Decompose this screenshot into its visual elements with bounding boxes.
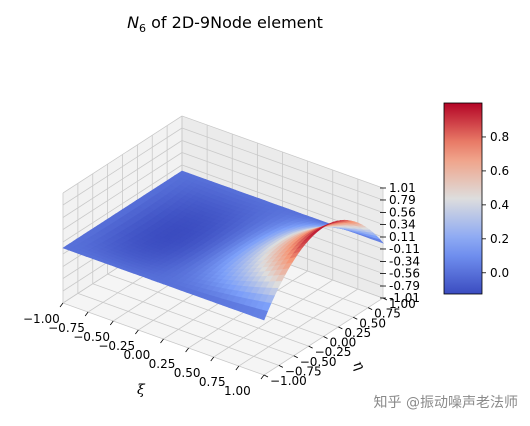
y-tick-mark xyxy=(308,345,313,349)
colorbar-tick-label: 0.8 xyxy=(490,130,509,144)
y-tick-mark xyxy=(353,316,358,320)
x-tick-mark xyxy=(210,356,215,362)
y-tick-label: −0.75 xyxy=(285,364,322,378)
z-tick-label: 0.34 xyxy=(389,217,416,231)
grid-line xyxy=(181,115,384,189)
x-tick-mark xyxy=(185,347,189,353)
colorbar-gradient xyxy=(443,102,483,295)
grid-line xyxy=(62,152,183,230)
x-tick-label: −0.75 xyxy=(48,321,85,335)
z-tick-label: 0.56 xyxy=(389,206,416,220)
surface-plot xyxy=(62,170,384,321)
y-tick-mark xyxy=(293,355,298,359)
y-tick-label: 0.00 xyxy=(330,336,357,350)
y-tick-mark xyxy=(367,307,373,310)
grid-line xyxy=(62,164,183,243)
y-tick-label: −0.25 xyxy=(315,345,352,359)
colorbar-tick-label: 0.0 xyxy=(490,266,509,280)
x-tick-label: 0.50 xyxy=(174,366,201,380)
y-tick-label: −1.00 xyxy=(270,374,307,388)
z-tick-label: -0.11 xyxy=(389,242,420,256)
grid-line xyxy=(181,140,384,213)
colorbar-tick-label: 0.6 xyxy=(490,164,509,178)
y-tick-mark xyxy=(278,365,284,368)
z-tick-label: -0.56 xyxy=(389,266,420,280)
z-tick-label: 0.79 xyxy=(389,193,416,207)
grid-line xyxy=(181,152,384,225)
x-tick-mark xyxy=(59,302,64,308)
y-tick-mark xyxy=(263,374,269,378)
z-tick-label: -0.34 xyxy=(389,255,420,269)
grid-line xyxy=(62,127,183,206)
z-tick-label: 1.01 xyxy=(389,181,416,195)
grid-line xyxy=(238,288,359,367)
grid-line xyxy=(62,140,183,218)
grid-line xyxy=(62,115,183,194)
y-tick-label: 0.25 xyxy=(344,326,371,340)
x-tick-label: 1.00 xyxy=(224,384,251,398)
y-tick-label: 0.50 xyxy=(359,316,386,330)
y-axis-label: η xyxy=(350,358,368,374)
z-tick-label: -1.01 xyxy=(389,291,420,305)
y-tick-label: 0.75 xyxy=(374,307,401,321)
x-tick-label: −1.00 xyxy=(23,312,60,326)
colorbar-tick-label: 0.4 xyxy=(490,198,509,212)
surface-patch xyxy=(257,309,268,321)
colorbar-tick-label: 0.2 xyxy=(490,232,509,246)
x-tick-label: 0.00 xyxy=(124,348,151,362)
y-tick-label: 1.00 xyxy=(389,297,416,311)
grid-line xyxy=(213,279,333,358)
grid-line xyxy=(181,127,384,201)
x-tick-mark xyxy=(135,329,139,335)
watermark: 知乎 @振动噪声老法师 xyxy=(373,395,518,411)
x-tick-label: 0.75 xyxy=(199,375,226,389)
chart-title-base: N xyxy=(127,13,139,32)
x-tick-label: −0.25 xyxy=(98,339,135,353)
x-tick-mark xyxy=(235,365,240,371)
x-tick-label: 0.25 xyxy=(149,357,176,371)
y-tick-label: −0.50 xyxy=(300,355,337,369)
x-tick-mark xyxy=(260,374,265,380)
chart-title-sub: 6 xyxy=(139,22,146,35)
axis-ticks: −1.00−0.75−0.50−0.250.000.250.500.751.00… xyxy=(23,181,420,398)
z-tick-label: 0.11 xyxy=(389,230,416,244)
y-tick-mark xyxy=(338,326,343,330)
colorbar: 0.8 0.6 0.4 0.2 0.0 xyxy=(443,102,509,295)
x-tick-label: −0.50 xyxy=(73,330,110,344)
x-tick-mark xyxy=(109,320,114,326)
x-tick-mark xyxy=(160,338,164,344)
y-tick-mark xyxy=(323,336,328,339)
x-tick-mark xyxy=(84,311,89,317)
z-tick-label: -0.79 xyxy=(389,279,420,293)
x-axis-label: ξ xyxy=(137,382,146,398)
chart-title: N6 of 2D-9Node element xyxy=(127,13,323,35)
chart-title-rest: of 2D-9Node element xyxy=(146,13,323,32)
